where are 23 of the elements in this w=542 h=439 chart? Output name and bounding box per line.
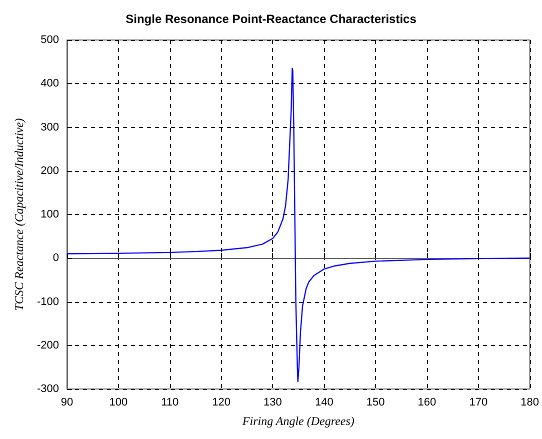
x-tick-label: 100 <box>109 396 128 408</box>
y-tick-label: 500 <box>40 34 59 46</box>
x-tick-label: 140 <box>314 396 334 408</box>
y-tick-label: 300 <box>40 121 59 134</box>
x-tick-label: 150 <box>366 396 385 408</box>
x-tick-label: 110 <box>161 396 179 408</box>
x-tick-label: 90 <box>60 396 74 408</box>
x-tick-label: 120 <box>212 396 230 408</box>
y-tick-label: 100 <box>40 208 59 220</box>
x-tick-label: 130 <box>264 396 282 408</box>
y-axis-title: TCSC Reactance (Capacitive/Inductive) <box>12 118 26 311</box>
x-tick-label: 180 <box>520 396 540 408</box>
chart-title: Single Resonance Point-Reactance Characteristics <box>126 12 417 26</box>
x-tick-label: 170 <box>469 396 488 408</box>
y-tick-label: 200 <box>40 164 59 177</box>
x-tick-label: 160 <box>418 396 436 408</box>
x-axis-title: Firing Angle (Degrees) <box>241 414 354 428</box>
line-series <box>66 68 530 382</box>
y-tick-label: -300 <box>36 383 59 395</box>
y-tick-label: -200 <box>36 339 59 352</box>
y-tick-label: -100 <box>36 296 59 308</box>
y-tick-label: 400 <box>40 78 59 90</box>
y-tick-label: 0 <box>52 252 59 264</box>
